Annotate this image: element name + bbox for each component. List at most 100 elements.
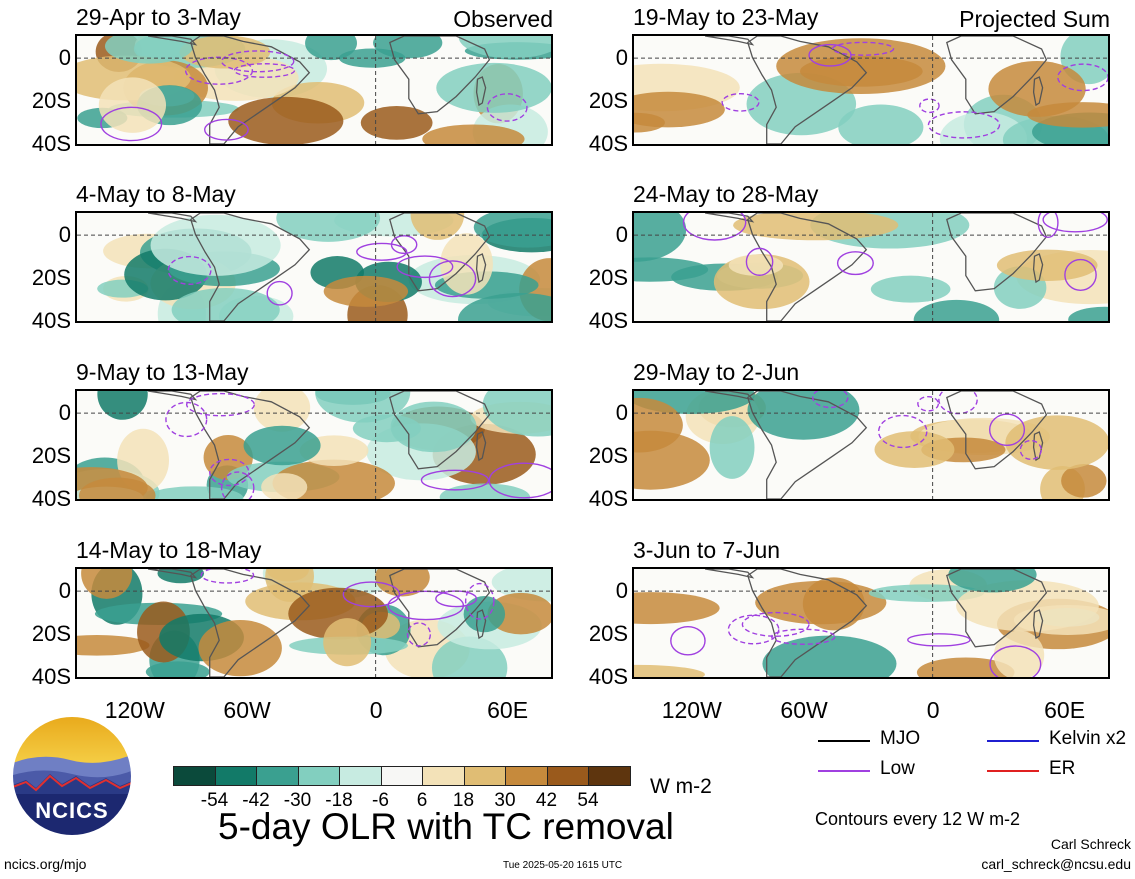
map-canvas	[634, 391, 1108, 499]
colorbar-units: W m-2	[650, 775, 712, 798]
low-contour	[919, 98, 940, 114]
lon-tick-label: 60W	[223, 697, 271, 723]
logo-text: NCICS	[35, 798, 109, 823]
lat-tick-label: 40S	[588, 664, 628, 689]
low-contour	[812, 391, 849, 409]
lat-tick-label: 20S	[31, 443, 71, 469]
lat-tick-label: 20S	[31, 265, 71, 291]
colorbar-cell	[588, 766, 631, 786]
coastline	[475, 76, 487, 107]
olr-anomaly	[198, 620, 282, 677]
low-contour	[831, 41, 895, 56]
olr-anomaly	[436, 62, 551, 113]
low-contour	[682, 213, 747, 241]
olr-anomaly	[360, 105, 433, 140]
colorbar-tick-label: -18	[325, 790, 353, 811]
olr-anomaly	[104, 36, 194, 64]
coastline	[1032, 609, 1044, 640]
panel-title: 9-May to 13-May	[76, 359, 249, 385]
main-title: 5-day OLR with TC removal	[218, 806, 674, 847]
author-email[interactable]: carl_schreck@ncsu.edu	[981, 856, 1131, 872]
lat-tick-label: 0	[615, 45, 628, 71]
olr-map	[75, 389, 553, 501]
low-contour	[204, 118, 249, 141]
olr-anomaly	[78, 477, 156, 499]
olr-anomaly	[709, 416, 755, 479]
low-contour	[387, 590, 465, 621]
lat-tick-label: 20S	[588, 621, 628, 647]
coastline	[946, 213, 1048, 292]
low-contour	[185, 392, 255, 417]
olr-anomaly	[261, 473, 308, 499]
olr-anomaly	[913, 299, 1000, 321]
colorbar-tick-label: -6	[372, 790, 389, 811]
low-contour	[938, 391, 978, 415]
panel-title: 19-May to 23-May	[633, 4, 819, 30]
low-contour	[390, 235, 418, 255]
low-contour	[200, 569, 255, 584]
low-contour	[266, 280, 293, 306]
lon-tick-label: 60E	[487, 697, 529, 723]
coastline	[475, 253, 487, 284]
coastline	[704, 213, 755, 223]
lat-tick-label: 0	[58, 578, 71, 604]
panel-title: 29-May to 2-Jun	[633, 359, 800, 385]
coastline	[747, 36, 868, 144]
coastline	[475, 431, 487, 462]
colorbar-cell	[339, 766, 382, 786]
olr-anomaly	[634, 430, 710, 490]
olr-anomaly	[838, 104, 924, 144]
coastline	[704, 391, 755, 401]
olr-anomaly	[422, 124, 525, 144]
colorbar-tick-label: 30	[494, 790, 516, 811]
low-contour	[721, 93, 760, 112]
colorbar-tick-label: -54	[200, 790, 229, 811]
olr-anomaly	[463, 595, 506, 633]
olr-anomaly	[634, 664, 705, 677]
panel-title: 29-Apr to 3-May	[76, 4, 241, 30]
colorbar-cell	[505, 766, 548, 786]
low-contour	[486, 93, 528, 122]
olr-anomaly	[487, 592, 551, 635]
panel-title: 4-May to 8-May	[76, 181, 236, 207]
legend-swatch	[987, 770, 1039, 772]
olr-anomaly	[491, 569, 551, 602]
olr-anomaly	[323, 618, 372, 667]
low-contour	[342, 581, 401, 608]
low-contour	[221, 50, 295, 73]
lat-tick-label: 20S	[588, 265, 628, 291]
low-contour	[356, 242, 408, 261]
colorbar-cell	[463, 766, 506, 786]
low-contour	[670, 625, 706, 656]
lat-tick-label: 40S	[31, 308, 71, 333]
low-contour	[420, 469, 490, 491]
olr-map	[75, 211, 553, 323]
olr-anomaly	[874, 431, 955, 468]
colorbar-cell	[380, 766, 423, 786]
coastline	[190, 569, 311, 677]
coastline	[389, 391, 491, 470]
coastline	[147, 213, 198, 223]
panel-title: 3-Jun to 7-Jun	[633, 537, 781, 563]
coastline	[389, 569, 491, 648]
website-link[interactable]: ncics.org/mjo	[4, 856, 87, 872]
olr-anomaly	[1068, 306, 1108, 321]
colorbar-tick-label: 6	[416, 790, 428, 811]
olr-anomaly	[473, 213, 551, 248]
olr-anomaly	[634, 112, 665, 133]
legend-swatch	[818, 770, 870, 772]
olr-map	[632, 34, 1110, 146]
olr-anomaly	[1061, 464, 1107, 498]
colorbar-tick-label: -30	[283, 790, 312, 811]
lon-tick-label: 60W	[780, 697, 828, 723]
olr-anomaly	[145, 661, 210, 677]
low-contour	[100, 106, 163, 142]
low-contour	[233, 63, 296, 78]
coastline	[389, 36, 491, 115]
colorbar-tick-label: 18	[452, 790, 475, 811]
lat-tick-label: 20S	[588, 443, 628, 469]
low-contour	[209, 458, 250, 487]
coastline	[147, 569, 198, 579]
lat-tick-label: 0	[58, 400, 71, 426]
olr-map	[632, 389, 1110, 501]
